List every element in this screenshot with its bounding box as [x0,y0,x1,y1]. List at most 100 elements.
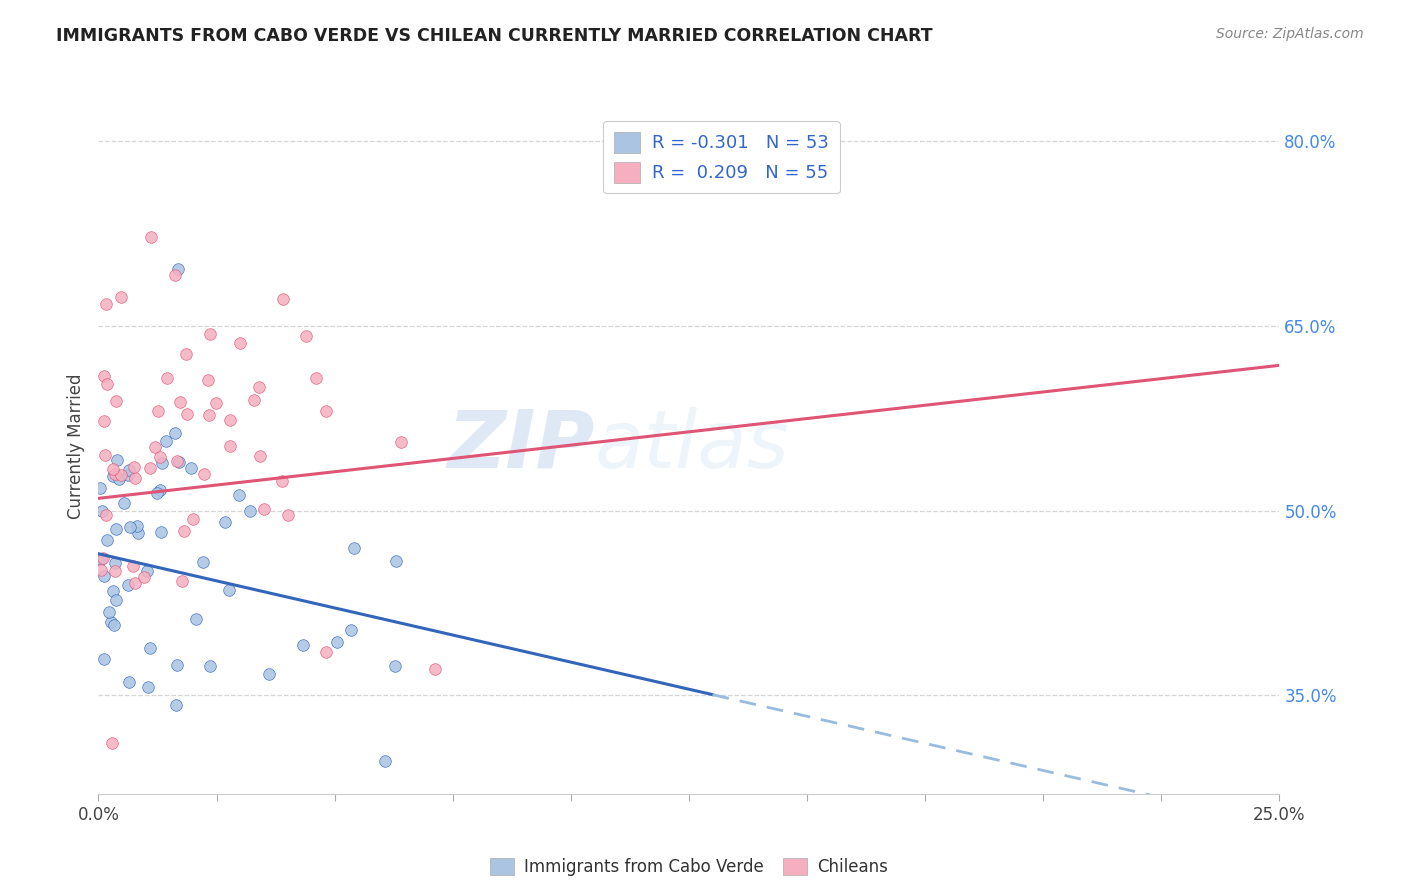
Point [198,408,221,422]
Point [143,441,166,455]
Point [170,574,193,588]
Point [243,392,266,407]
Point [340,623,363,637]
Point [139,640,162,655]
Point [103,618,125,632]
Point [191,556,214,570]
Point [94,508,117,523]
Point [135,564,157,578]
Point [122,558,145,573]
Point [167,261,190,276]
Point [90,551,112,566]
Point [173,524,195,538]
Point [149,483,172,497]
Point [124,471,146,485]
Point [277,508,299,523]
Point [103,462,125,476]
Point [100,736,122,750]
Point [139,230,162,244]
Point [326,635,349,649]
Point [94,449,117,463]
Point [423,662,446,676]
Point [91,551,114,566]
Point [118,675,141,690]
Point [100,615,122,630]
Point [166,454,188,468]
Point [384,659,406,673]
Text: ZIP: ZIP [447,407,595,485]
Point [127,519,149,533]
Point [91,503,114,517]
Point [93,652,115,666]
Point [150,457,173,471]
Point [295,329,318,343]
Point [176,407,198,421]
Point [107,472,129,486]
Point [96,533,118,548]
Point [139,461,162,475]
Point [305,370,328,384]
Point [96,377,118,392]
Point [219,413,242,427]
Point [104,592,127,607]
Point [200,658,222,673]
Point [291,639,314,653]
Y-axis label: Currently Married: Currently Married [66,373,84,519]
Point [200,327,222,342]
Point [165,698,187,712]
Point [180,461,202,475]
Point [104,467,127,481]
Point [247,380,270,394]
Point [163,425,186,440]
Point [120,520,142,534]
Point [163,268,186,282]
Point [145,486,167,500]
Point [374,754,396,768]
Point [229,336,252,351]
Point [101,468,124,483]
Point [93,569,115,583]
Point [174,347,197,361]
Text: atlas: atlas [595,407,789,485]
Point [204,396,226,410]
Point [124,460,146,475]
Point [315,645,337,659]
Point [93,368,115,383]
Point [90,563,112,577]
Point [389,435,412,450]
Point [104,522,127,536]
Point [259,667,281,681]
Point [167,455,190,469]
Point [343,541,366,555]
Point [315,404,337,418]
Point [101,584,124,599]
Point [271,474,294,488]
Point [117,578,139,592]
Point [155,434,177,448]
Legend: Immigrants from Cabo Verde, Chileans: Immigrants from Cabo Verde, Chileans [484,851,894,882]
Point [103,564,125,578]
Point [105,452,128,467]
Point [118,463,141,477]
Text: Source: ZipAtlas.com: Source: ZipAtlas.com [1216,27,1364,41]
Point [149,450,172,464]
Point [146,403,169,417]
Point [98,605,121,619]
Point [134,570,156,584]
Point [186,612,208,626]
Point [228,487,250,501]
Point [273,292,295,306]
Point [117,468,139,483]
Point [93,413,115,427]
Point [149,525,172,540]
Point [253,501,276,516]
Point [89,481,111,495]
Point [214,516,236,530]
Point [385,554,408,568]
Point [219,439,242,453]
Point [110,468,132,483]
Point [94,297,117,311]
Point [249,449,271,463]
Text: IMMIGRANTS FROM CABO VERDE VS CHILEAN CURRENTLY MARRIED CORRELATION CHART: IMMIGRANTS FROM CABO VERDE VS CHILEAN CU… [56,27,932,45]
Point [110,289,132,303]
